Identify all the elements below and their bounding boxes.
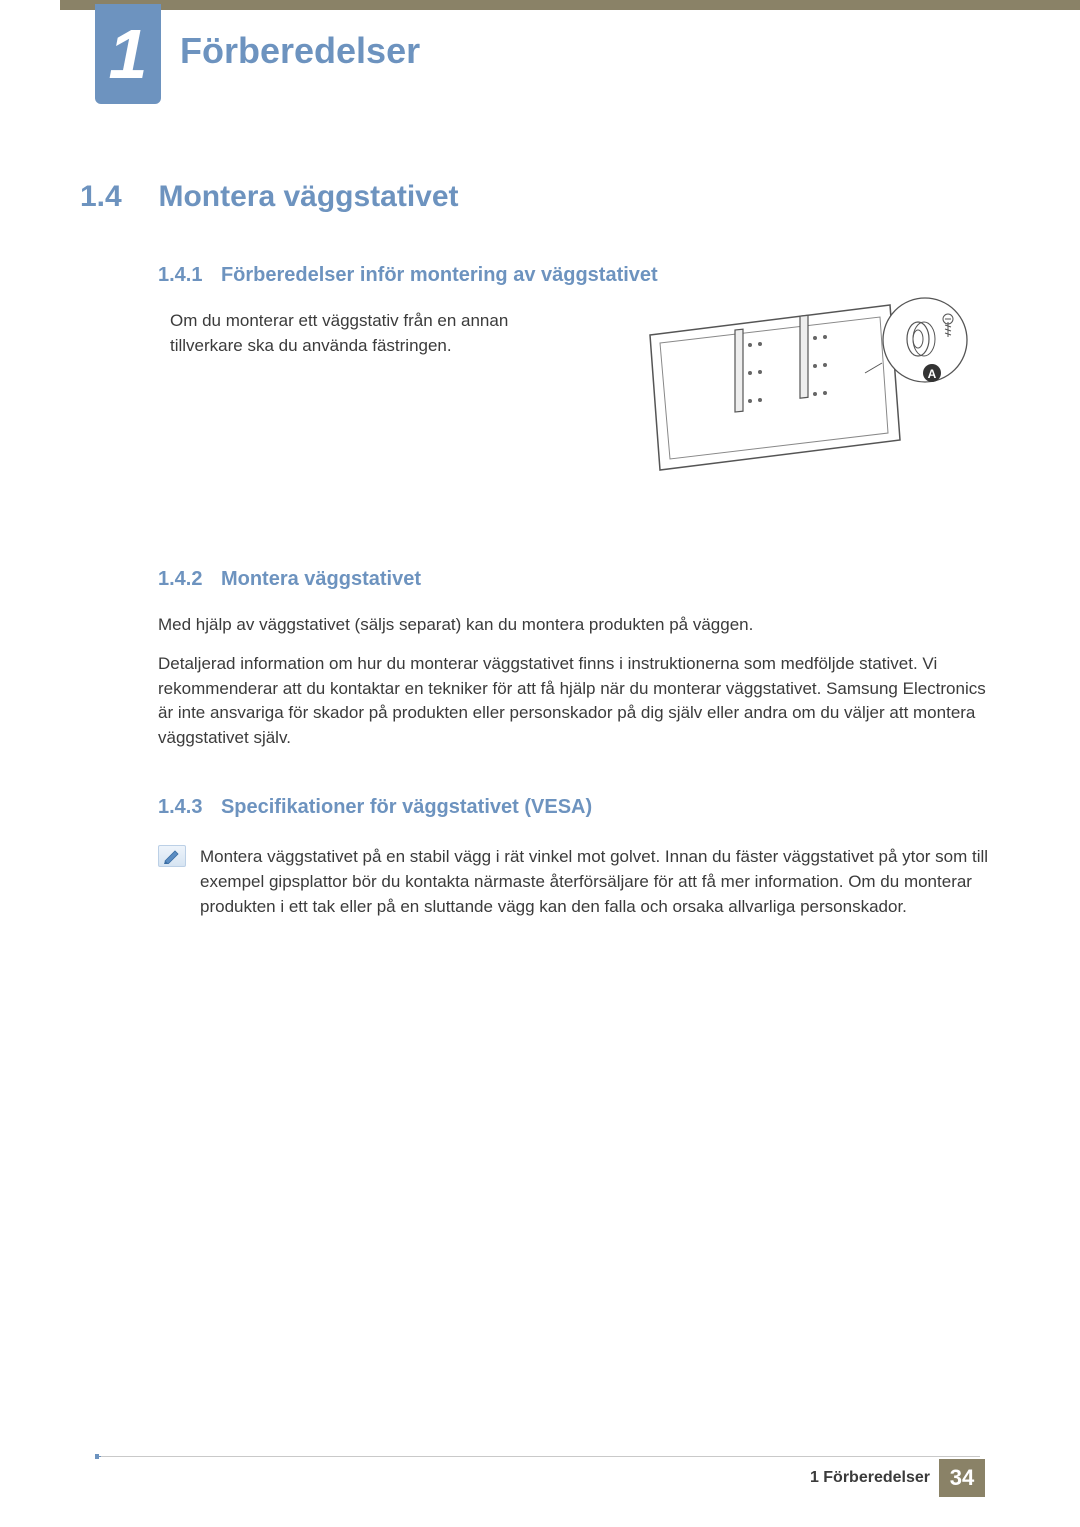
section-title: Montera väggstativet — [158, 180, 458, 214]
subsection-number: 1.4.2 — [158, 568, 202, 591]
footer-chapter-ref: 1 Förberedelser — [810, 1469, 930, 1487]
chapter-number: 1 — [109, 19, 148, 89]
subsection-number: 1.4.1 — [158, 264, 202, 287]
subsection-1-4-2-heading: 1.4.2 Montera väggstativet — [158, 568, 1000, 591]
chapter-title: Förberedelser — [180, 30, 420, 72]
subsection-1-4-3-note: Montera väggstativet på en stabil vägg i… — [200, 845, 1000, 919]
subsection-1-4-1-body: Om du monterar ett väggstativ från en an… — [170, 309, 570, 358]
subsection-title: Förberedelser inför montering av väggsta… — [221, 264, 658, 287]
subsection-1-4-1-heading: 1.4.1 Förberedelser inför montering av v… — [158, 264, 1000, 287]
footer-page-number: 34 — [939, 1459, 985, 1497]
section-number: 1.4 — [80, 180, 154, 214]
footer-rule-accent — [95, 1456, 101, 1457]
note-icon — [158, 845, 186, 867]
subsection-1-4-2-p1: Med hjälp av väggstativet (säljs separat… — [158, 613, 1000, 638]
subsection-1-4-3-heading: 1.4.3 Specifikationer för väggstativet (… — [158, 796, 1000, 819]
note-row: Montera väggstativet på en stabil vägg i… — [158, 845, 1000, 919]
footer-rule — [95, 1456, 980, 1457]
page-content: 1.4 Montera väggstativet 1.4.1 Förberede… — [80, 180, 1000, 919]
wall-mount-figure: A — [640, 295, 970, 475]
section-heading: 1.4 Montera väggstativet — [80, 180, 1000, 214]
subsection-title: Montera väggstativet — [221, 568, 421, 591]
chapter-number-badge: 1 — [95, 4, 161, 104]
subsection-number: 1.4.3 — [158, 796, 202, 819]
subsection-1-4-2-p2: Detaljerad information om hur du montera… — [158, 652, 1000, 751]
top-accent-bar — [60, 0, 1080, 10]
subsection-title: Specifikationer för väggstativet (VESA) — [221, 796, 592, 819]
figure-callout-label: A — [928, 367, 937, 381]
